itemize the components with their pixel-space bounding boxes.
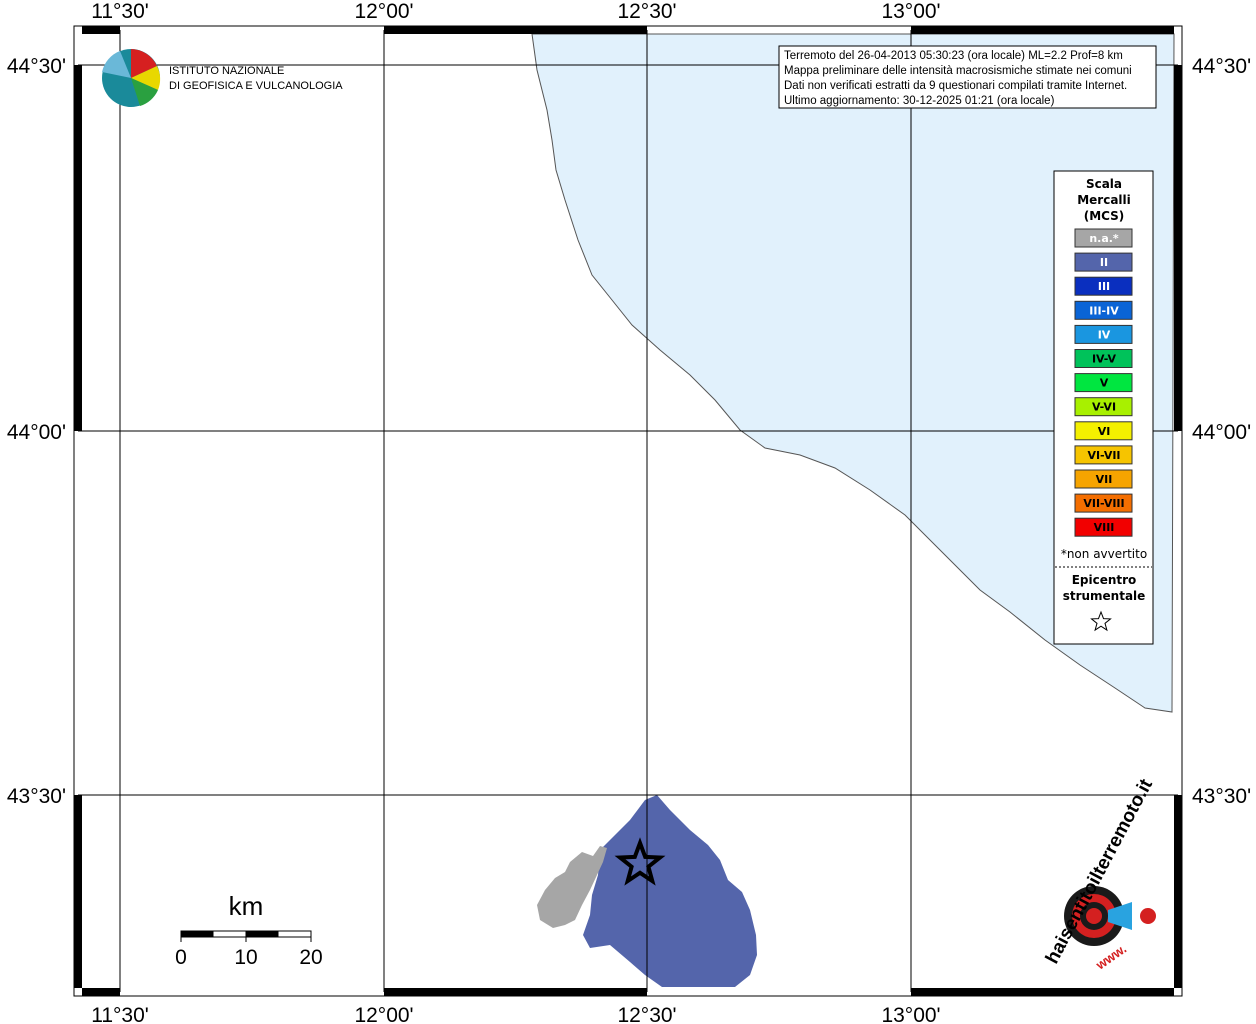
lat-label-right: 44°00'	[1192, 421, 1251, 444]
legend-label: III-IV	[1089, 304, 1119, 317]
legend-swatch	[1074, 517, 1133, 537]
sea	[531, 33, 1175, 713]
legend-label: VII	[1096, 473, 1113, 486]
legend-label: VI	[1098, 425, 1111, 438]
lon-label-bottom: 11°30'	[91, 1004, 149, 1024]
scale-tick-label: 20	[299, 946, 322, 969]
scale-bar-segment	[246, 931, 279, 937]
municipality-ii	[583, 795, 757, 987]
frame	[74, 26, 1182, 996]
epicenter-star	[614, 837, 666, 886]
legend-label: V	[1100, 377, 1109, 390]
legend-label: n.a.*	[1089, 232, 1119, 245]
frame-border	[73, 25, 1183, 997]
lon-label-bottom: 12°30'	[617, 1004, 676, 1024]
lat-label-left: 43°30'	[7, 785, 66, 808]
legend-swatch	[1074, 300, 1133, 320]
logo-line1: ISTITUTO NAZIONALE	[169, 65, 284, 77]
legend-label: VII-VIII	[1083, 497, 1124, 510]
lon-label-bottom: 12°00'	[354, 1004, 413, 1024]
lon-label-top: 13°00'	[881, 0, 940, 23]
legend-title: Scala	[1086, 177, 1122, 191]
legend-swatch	[1074, 397, 1133, 417]
legend-swatch	[1074, 324, 1133, 344]
lat-label-left: 44°30'	[7, 55, 66, 78]
lon-label-top: 11°30'	[91, 0, 149, 23]
legend-label: V-VI	[1092, 401, 1116, 414]
legend-label: IV	[1098, 328, 1111, 341]
info-line: Terremoto del 26-04-2013 05:30:23 (ora l…	[784, 50, 1123, 62]
legend-swatch	[1074, 276, 1133, 296]
legend-label: IV-V	[1092, 353, 1117, 366]
legend-swatch	[1074, 469, 1133, 489]
legend-star	[1090, 610, 1112, 632]
legend-swatch	[1074, 373, 1133, 393]
scale-bar-segment	[181, 931, 214, 937]
lon-label-top: 12°30'	[617, 0, 676, 23]
logo-line2: DI GEOFISICA E VULCANOLOGIA	[169, 80, 343, 92]
legend-swatch	[1074, 349, 1133, 368]
legend-swatch	[1074, 252, 1133, 272]
scale-tick-label: 0	[175, 946, 187, 969]
legend-title: (MCS)	[1084, 209, 1125, 223]
ingv-logo: ISTITUTO NAZIONALE DI GEOFISICA E VULCAN…	[102, 49, 343, 107]
legend-label: VIII	[1094, 521, 1115, 534]
legend-swatch	[1074, 228, 1133, 248]
legend-note: *non avvertito	[1061, 547, 1147, 561]
lat-label-right: 44°30'	[1192, 55, 1251, 78]
legend-swatch	[1074, 445, 1133, 465]
legend-label: VI-VII	[1087, 449, 1120, 462]
legend-epicenter: Epicentro	[1072, 573, 1137, 587]
lon-label-bottom: 13°00'	[881, 1004, 940, 1024]
lat-label-left: 44°00'	[7, 421, 66, 444]
scale-unit: km	[229, 891, 264, 921]
legend-swatch	[1074, 421, 1133, 441]
info-line: Mappa preliminare delle intensità macros…	[784, 65, 1132, 77]
info-line: Ultimo aggiornamento: 30-12-2025 01:21 (…	[784, 95, 1055, 107]
legend-swatch	[1074, 493, 1133, 513]
municipality-na	[537, 846, 607, 928]
scale-tick-label: 10	[234, 946, 257, 969]
info-line: Dati non verificati estratti da 9 questi…	[784, 80, 1127, 92]
info-box	[778, 45, 1157, 109]
legend-label: III	[1098, 280, 1110, 293]
legend-label: II	[1100, 256, 1108, 269]
lon-label-top: 12°00'	[354, 0, 413, 23]
legend-epicenter: strumentale	[1063, 589, 1146, 603]
lat-label-right: 43°30'	[1192, 785, 1251, 808]
legend-title: Mercalli	[1077, 193, 1131, 207]
